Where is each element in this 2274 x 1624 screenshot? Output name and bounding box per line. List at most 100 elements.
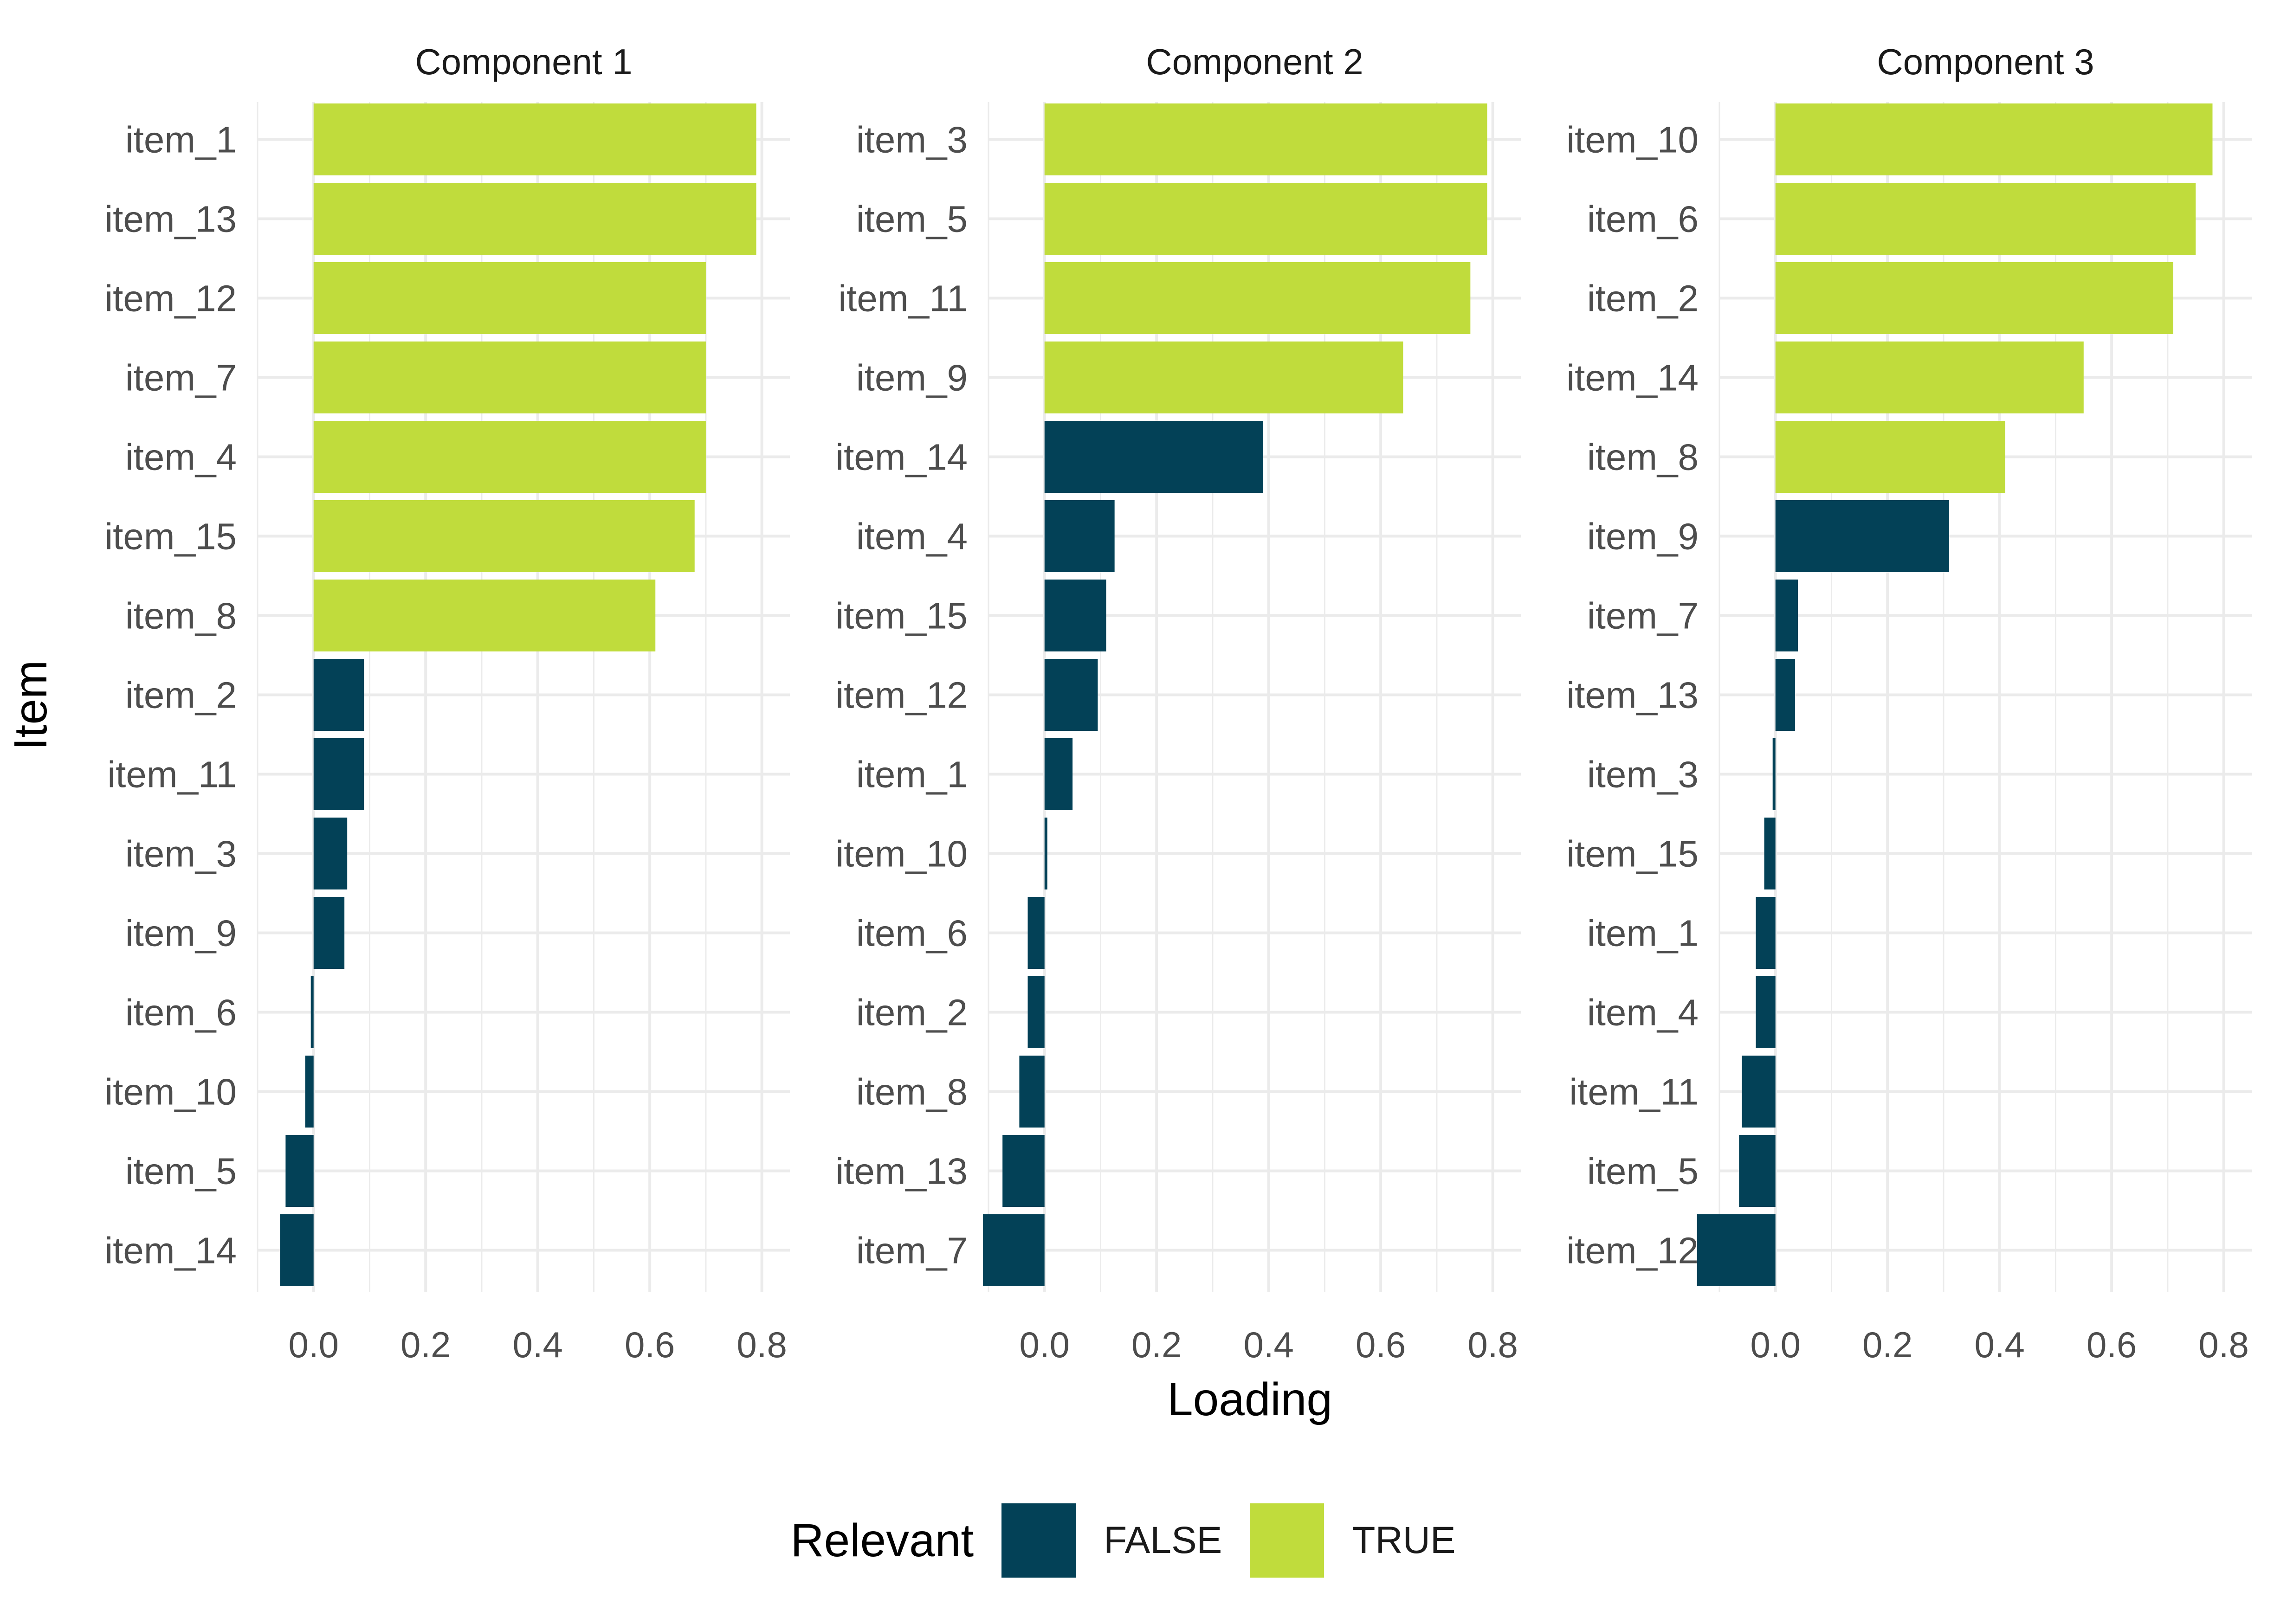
- x-tick-label: 0.6: [625, 1324, 675, 1365]
- y-tick-label: item_4: [1587, 992, 1699, 1033]
- bar: [313, 183, 756, 255]
- bar: [1027, 897, 1045, 969]
- y-tick-label: item_10: [1566, 119, 1699, 161]
- x-tick-label: 0.6: [1356, 1324, 1406, 1365]
- bar: [313, 103, 756, 175]
- legend-title: Relevant: [790, 1514, 974, 1566]
- bar: [1775, 183, 2196, 255]
- x-tick-label: 0.0: [1020, 1324, 1070, 1365]
- x-tick-label: 0.8: [736, 1324, 787, 1365]
- y-tick-label: item_12: [1566, 1230, 1699, 1271]
- bar: [1775, 342, 2084, 413]
- bar: [1772, 738, 1776, 810]
- bar: [1697, 1214, 1776, 1286]
- panel-3: Component 3 item_10 item_6 item_2 item_14ite…: [1566, 41, 2252, 1365]
- legend-label-false: FALSE: [1104, 1519, 1222, 1561]
- y-tick-label: item_11: [1569, 1071, 1699, 1113]
- y-tick-label: item_6: [856, 913, 968, 954]
- y-tick-label: item_5: [856, 199, 968, 240]
- panel-2: Component 2 item_3 item_5 item_11 item_9item…: [835, 41, 1521, 1365]
- x-tick-label: 0.8: [2198, 1324, 2248, 1365]
- y-tick-label: item_4: [125, 437, 237, 478]
- y-tick-label: item_1: [856, 754, 968, 795]
- y-tick-label: item_8: [1587, 437, 1699, 478]
- y-tick-label: item_12: [835, 675, 968, 716]
- y-tick-label: item_2: [1587, 278, 1699, 319]
- bar: [1044, 580, 1106, 651]
- bar: [1756, 976, 1776, 1048]
- bar: [1019, 1056, 1045, 1128]
- y-tick-label: item_7: [1587, 595, 1699, 637]
- bar: [313, 421, 706, 493]
- bar: [1775, 659, 1795, 731]
- y-tick-label: item_11: [838, 278, 968, 319]
- y-tick-label: item_6: [125, 992, 237, 1033]
- x-axis-title: Loading: [1167, 1373, 1332, 1425]
- y-tick-label: item_15: [835, 595, 968, 637]
- y-tick-label: item_9: [1587, 516, 1699, 557]
- bar: [1775, 103, 2213, 175]
- legend-item-true: TRUE: [1250, 1503, 1456, 1578]
- bar: [1739, 1135, 1776, 1207]
- bar: [1044, 738, 1073, 810]
- y-tick-label: item_13: [835, 1151, 968, 1192]
- bar: [313, 738, 364, 810]
- x-tick-label: 0.0: [289, 1324, 339, 1365]
- panel-title: Component 3: [1877, 41, 2094, 82]
- bar: [1044, 342, 1403, 413]
- y-tick-label: item_14: [835, 437, 968, 478]
- bar: [313, 262, 706, 334]
- y-tick-label: item_12: [104, 278, 237, 319]
- bar: [1764, 818, 1776, 889]
- y-tick-label: item_15: [1566, 833, 1699, 875]
- bar: [1775, 580, 1798, 651]
- y-tick-label: item_1: [1587, 913, 1699, 954]
- x-tick-label: 0.2: [1131, 1324, 1182, 1365]
- bar: [1044, 262, 1471, 334]
- bar: [305, 1056, 314, 1128]
- y-tick-label: item_7: [856, 1230, 968, 1271]
- y-tick-label: item_11: [107, 754, 237, 795]
- legend-item-false: FALSE: [1001, 1503, 1222, 1578]
- legend-key-false: [1001, 1503, 1076, 1578]
- panel-1: Component 1 item_1 item_13 item_12 item_7ite…: [104, 41, 790, 1365]
- bar: [313, 818, 348, 889]
- y-tick-label: item_5: [1587, 1151, 1699, 1192]
- x-tick-label: 0.8: [1467, 1324, 1518, 1365]
- y-tick-label: item_5: [125, 1151, 237, 1192]
- y-tick-label: item_14: [1566, 357, 1699, 399]
- y-tick-label: item_13: [104, 199, 237, 240]
- legend: Relevant FALSE TRUE: [0, 1501, 2274, 1580]
- bar: [313, 580, 656, 651]
- bar: [1775, 262, 2173, 334]
- bar: [1044, 103, 1487, 175]
- bar: [1027, 976, 1045, 1048]
- x-tick-label: 0.2: [401, 1324, 451, 1365]
- y-tick-label: item_15: [104, 516, 237, 557]
- y-tick-label: item_2: [125, 675, 237, 716]
- bar: [1002, 1135, 1045, 1207]
- y-tick-label: item_14: [104, 1230, 237, 1271]
- y-tick-label: item_6: [1587, 199, 1699, 240]
- bar: [285, 1135, 314, 1207]
- bar: [1044, 659, 1098, 731]
- x-tick-label: 0.4: [1243, 1324, 1293, 1365]
- y-tick-label: item_7: [125, 357, 237, 399]
- panels-layer: Component 1item_1item_13item_12item_7ite…: [104, 41, 2252, 1365]
- bar: [1756, 897, 1776, 969]
- y-tick-label: item_1: [125, 119, 237, 161]
- x-tick-label: 0.6: [2087, 1324, 2137, 1365]
- bar: [1775, 500, 1950, 572]
- y-tick-label: item_3: [1587, 754, 1699, 795]
- bar: [1044, 421, 1263, 493]
- panel-title: Component 1: [415, 41, 632, 82]
- x-tick-label: 0.4: [1974, 1324, 2024, 1365]
- y-tick-label: item_4: [856, 516, 968, 557]
- legend-key-true: [1250, 1503, 1324, 1578]
- bar: [1044, 818, 1047, 889]
- y-tick-label: item_10: [835, 833, 968, 875]
- bar: [310, 976, 314, 1048]
- bar: [313, 500, 695, 572]
- panel-title: Component 2: [1146, 41, 1363, 82]
- bar: [313, 342, 706, 413]
